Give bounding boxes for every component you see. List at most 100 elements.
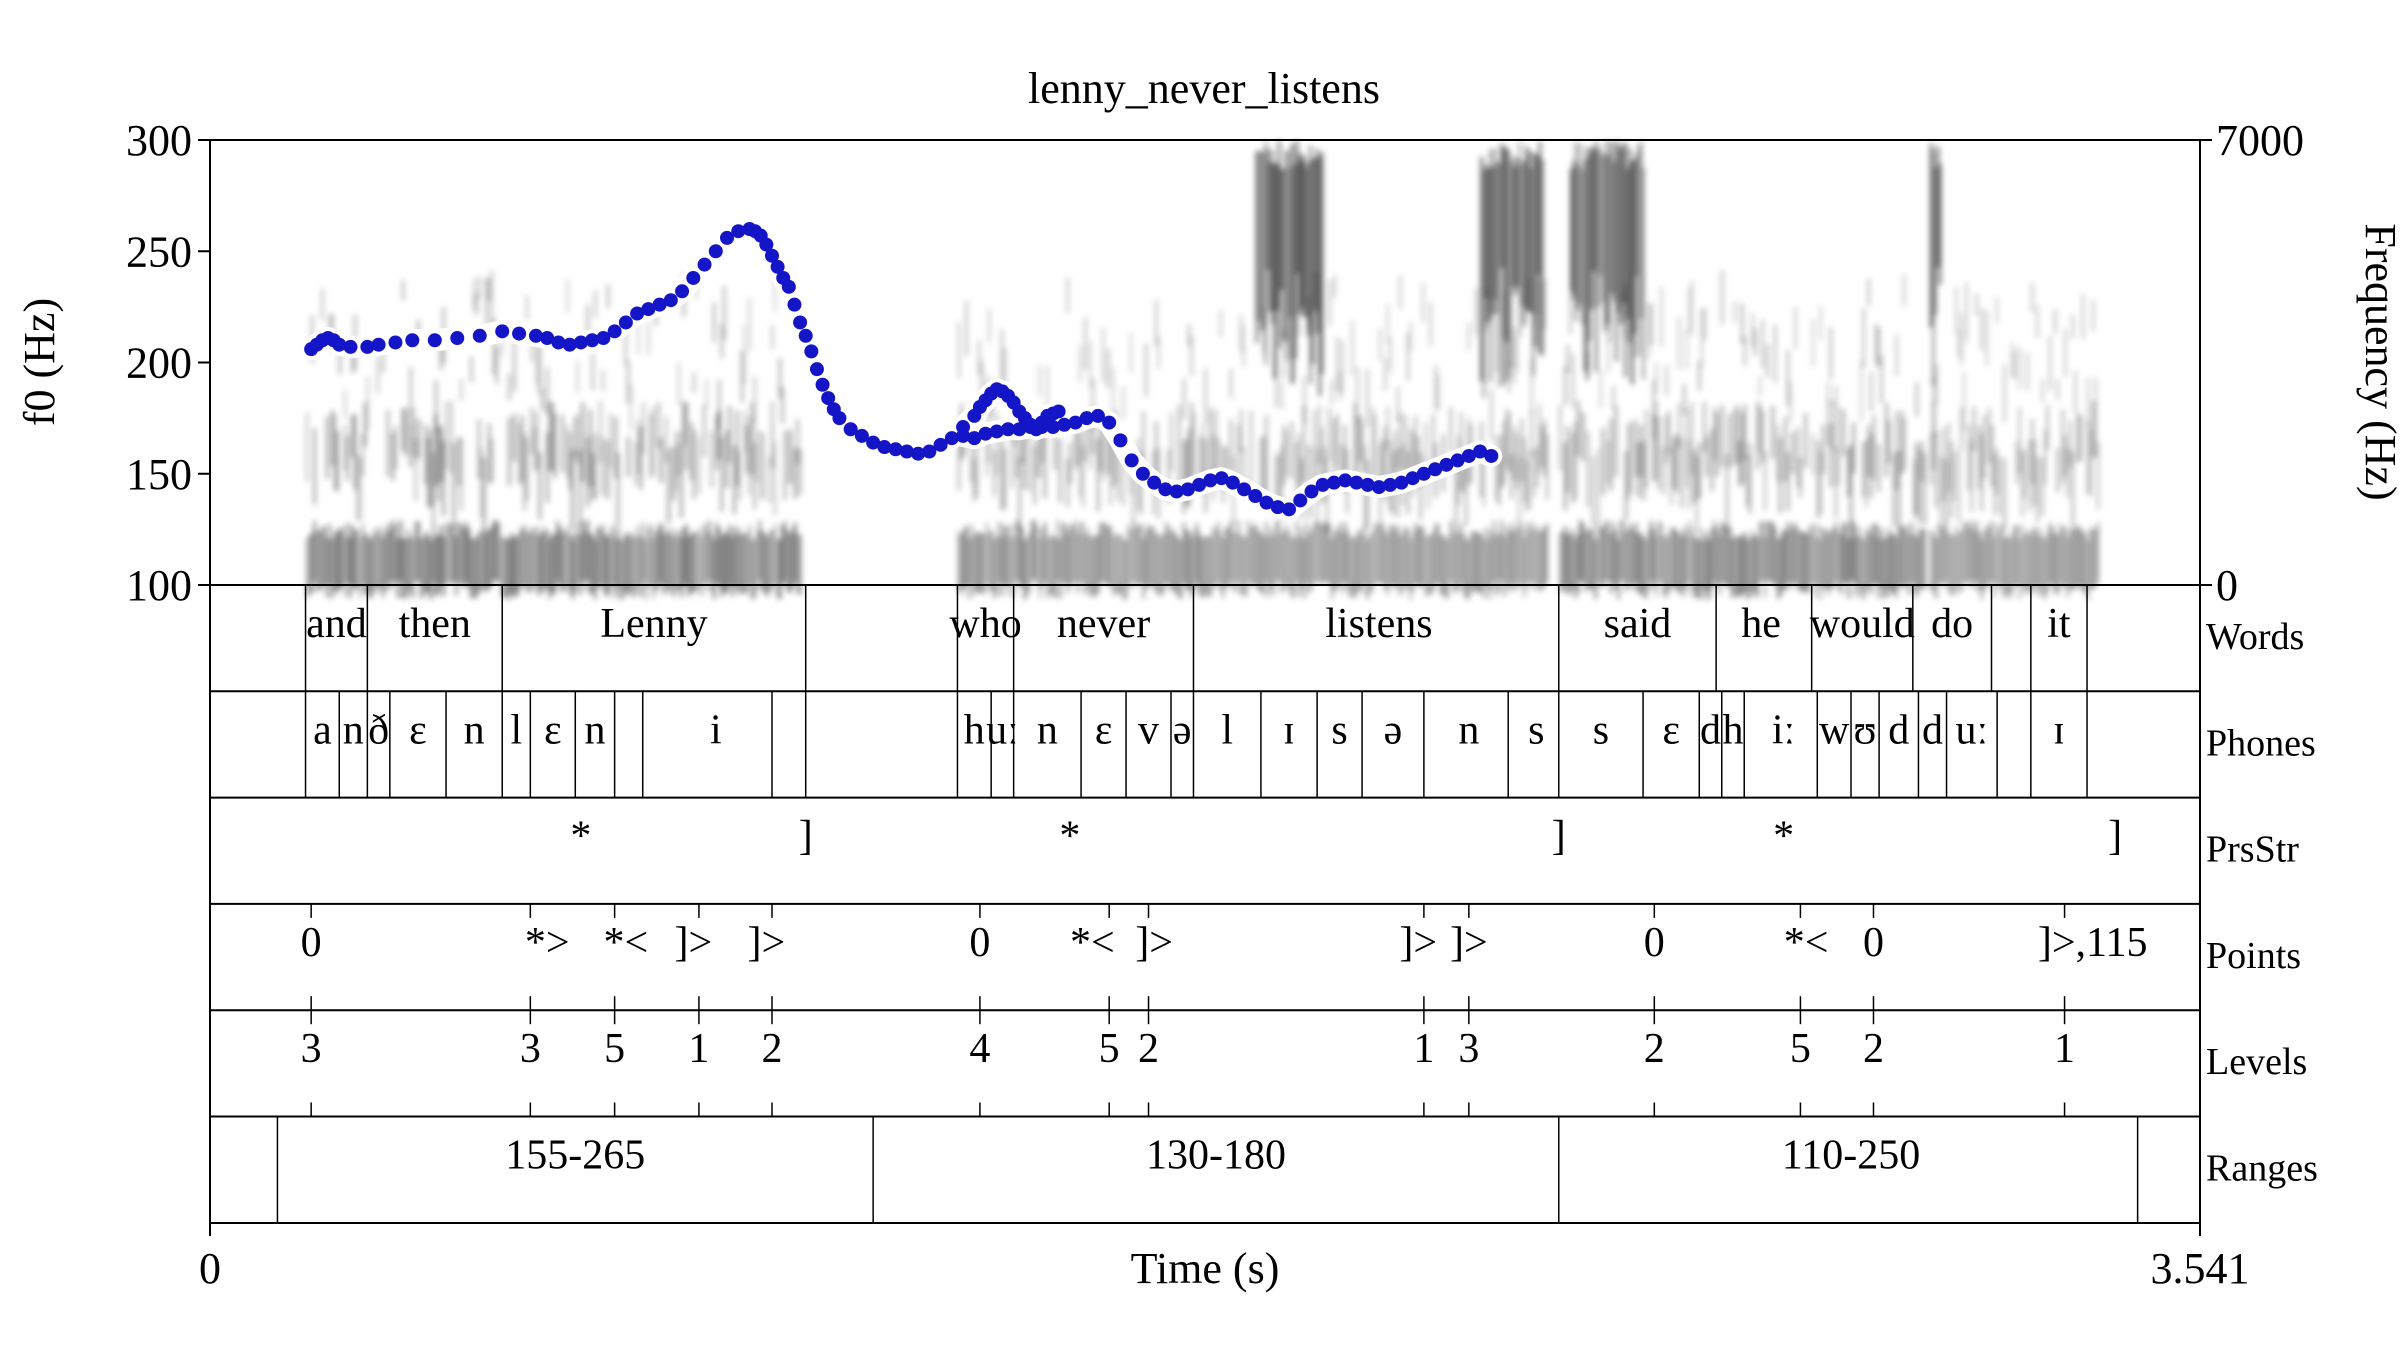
tier-label: ə	[1173, 707, 1192, 753]
tier-phones: a n ð ɛ n l ɛ n i h uː n ɛ v ə l ɪ s ə n s s ɛ d h iː w ʊ d d uː ɪ Phone…	[304, 691, 2316, 798]
chart-title: lenny_never_listens	[1028, 64, 1380, 113]
tier-label: 3	[1458, 1026, 1479, 1072]
f0-point	[1147, 475, 1162, 490]
f0-point	[1484, 448, 1499, 463]
tier-label: 5	[1099, 1026, 1120, 1072]
f0-point	[1192, 477, 1207, 492]
tier-label: *	[570, 814, 591, 860]
y-tick-label: 200	[126, 339, 192, 388]
f0-point	[1158, 482, 1173, 497]
tier-words: and then Lenny who never listens said he would do…	[304, 585, 2304, 692]
tier-dividers	[210, 584, 2200, 1118]
f0-point	[821, 391, 836, 406]
tier-label: ]>	[1135, 920, 1173, 966]
f0-point	[332, 337, 347, 352]
tier-label: h	[964, 707, 985, 753]
tier-name: Phones	[2206, 722, 2316, 764]
tier-label: l	[1221, 707, 1233, 753]
tier-label: ɛ	[1095, 707, 1113, 753]
f0-point	[528, 328, 543, 343]
tier-label: s	[1528, 707, 1544, 753]
spectrogram	[305, 140, 2100, 600]
tier-label: s	[1331, 707, 1347, 753]
tier-label: w	[1819, 707, 1850, 753]
tier-label: 5	[604, 1026, 625, 1072]
y-axis-label-right: Frequency (Hz)	[2356, 223, 2400, 500]
f0-point	[427, 333, 442, 348]
tier-label: 4	[969, 1026, 990, 1072]
f0-point	[1124, 453, 1139, 468]
tier-label: never	[1057, 601, 1150, 647]
tier-label: ə	[1384, 707, 1403, 753]
f0-point	[1012, 422, 1027, 437]
f0-point	[1051, 404, 1066, 419]
tier-label: then	[399, 601, 471, 647]
x-tick-label-start: 0	[199, 1244, 221, 1293]
tier-name: Levels	[2206, 1041, 2307, 1083]
f0-point	[854, 428, 869, 443]
f0-point	[697, 257, 712, 272]
f0-point	[607, 324, 622, 339]
f0-point	[933, 437, 948, 452]
f0-point	[804, 344, 819, 359]
tier-label: *>	[525, 920, 570, 966]
f0-point	[1214, 471, 1229, 486]
tier-label: n	[343, 707, 364, 753]
f0-point	[1237, 482, 1252, 497]
tier-label: a	[313, 707, 332, 753]
tier-label: it	[2047, 601, 2071, 647]
f0-point	[781, 279, 796, 294]
f0-point	[1259, 495, 1274, 510]
f0-point	[551, 335, 566, 350]
f0-point	[1180, 482, 1195, 497]
tier-label: 5	[1790, 1026, 1811, 1072]
tier-label: 2	[761, 1026, 782, 1072]
f0-point	[843, 422, 858, 437]
f0-point	[1001, 422, 1016, 437]
f0-point	[1023, 420, 1038, 435]
f0-point	[596, 331, 611, 346]
tier-label: 1	[688, 1026, 709, 1072]
tier-label: do	[1931, 601, 1973, 647]
f0-point	[1371, 480, 1386, 495]
tier-label: listens	[1325, 601, 1432, 647]
f0-point	[1461, 448, 1476, 463]
f0-point	[787, 297, 802, 312]
tier-label: 0	[1863, 920, 1884, 966]
tier-label: *<	[1784, 920, 1829, 966]
f0-point	[708, 244, 723, 259]
f0-point	[1034, 420, 1049, 435]
f0-point	[675, 284, 690, 299]
tier-label: ]>	[674, 920, 712, 966]
y-tick-label: 300	[126, 116, 192, 165]
f0-point	[989, 424, 1004, 439]
tier-label: ]>	[1399, 920, 1437, 966]
f0-point	[1057, 417, 1072, 432]
tier-label: 0	[301, 920, 322, 966]
tier-label: ]	[2108, 814, 2122, 860]
f0-point	[1135, 466, 1150, 481]
f0-point	[540, 331, 555, 346]
tier-label: 110-250	[1782, 1133, 1920, 1179]
f0-point	[360, 339, 375, 354]
f0-point	[1203, 473, 1218, 488]
tier-label: s	[1593, 707, 1609, 753]
tier-label: 2	[1863, 1026, 1884, 1072]
y-left-axis: 100 150 200 250 300	[126, 116, 210, 610]
tier-label: *<	[604, 920, 649, 966]
f0-point	[809, 362, 824, 377]
f0-point	[1225, 475, 1240, 490]
tier-label: ɛ	[544, 707, 562, 753]
tier-points: 0 *> *<]>]> 0 *<]>]>]> 0 *< 0]>,115 Points	[301, 903, 2301, 1011]
tier-label: ð	[368, 707, 389, 753]
f0-point	[1068, 415, 1083, 430]
f0-point	[956, 428, 971, 443]
x-axis-label: Time (s)	[1131, 1244, 1280, 1293]
tier-levels: 3 3 5 1 2 4 5 2 1 3 2 5 2 1 Levels	[301, 1010, 2307, 1117]
f0-point	[1383, 477, 1398, 492]
f0-point	[495, 324, 510, 339]
tier-label: 1	[2054, 1026, 2075, 1072]
tier-label: uː	[986, 707, 1019, 753]
tier-label: would	[1810, 601, 1915, 647]
